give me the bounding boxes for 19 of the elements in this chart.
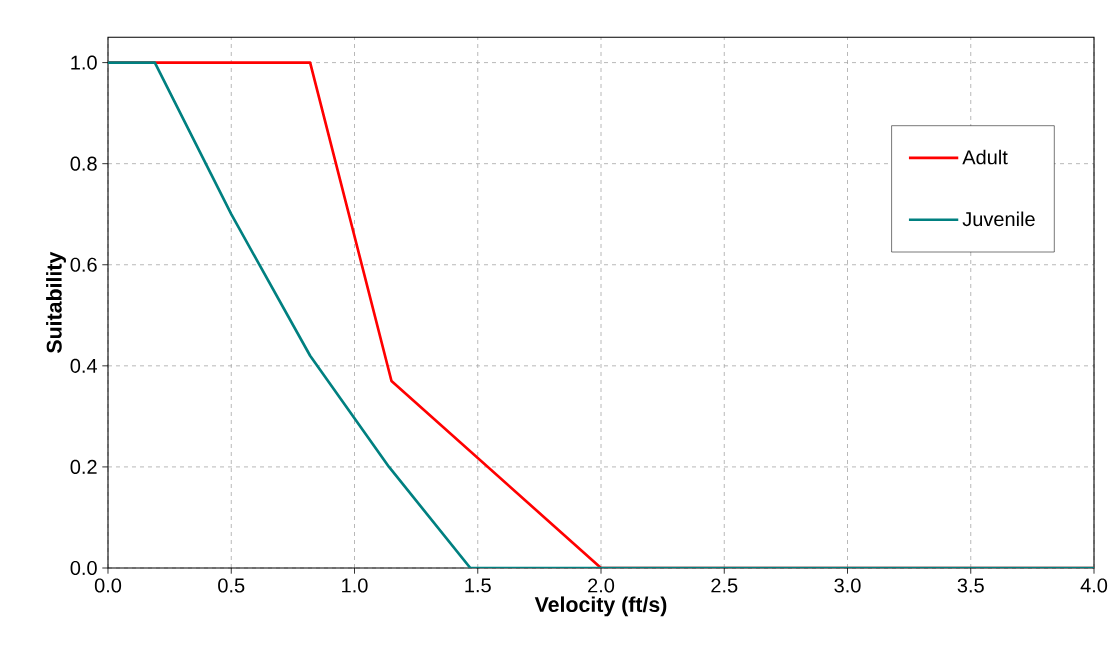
legend-label: Juvenile — [962, 211, 1035, 227]
y-tick-label: 0.4 — [70, 358, 98, 373]
x-tick-label: 1.5 — [465, 578, 491, 593]
y-tick-label: 1.0 — [71, 55, 97, 70]
x-tick-label: 3.0 — [834, 578, 861, 593]
y-axis-title: Suitability — [46, 251, 66, 354]
y-tick-label: 0.0 — [70, 560, 97, 576]
x-tick-label: 0.5 — [218, 578, 245, 593]
x-tick-label: 4.0 — [1080, 578, 1108, 593]
y-tick-label: 0.8 — [70, 156, 97, 171]
y-tick-label: 0.2 — [70, 459, 97, 474]
x-tick-label: 2.5 — [711, 578, 738, 593]
x-tick-label: 1.0 — [342, 578, 368, 593]
x-tick-label: 2.0 — [588, 578, 615, 593]
y-tick-label: 0.6 — [70, 257, 97, 272]
legend-label: Adult — [962, 149, 1008, 165]
x-tick-label: 0.0 — [94, 578, 122, 593]
x-tick-label: 3.5 — [957, 578, 984, 593]
x-axis-title: Velocity (ft/s) — [534, 596, 667, 617]
